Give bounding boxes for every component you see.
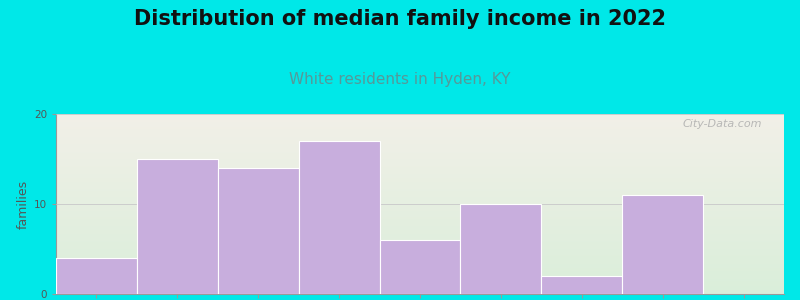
- Bar: [622, 195, 703, 294]
- Bar: [379, 240, 461, 294]
- Bar: [56, 258, 137, 294]
- Text: Distribution of median family income in 2022: Distribution of median family income in …: [134, 9, 666, 29]
- Y-axis label: families: families: [17, 179, 30, 229]
- Bar: [461, 204, 542, 294]
- Text: City-Data.com: City-Data.com: [682, 119, 762, 129]
- Bar: [218, 168, 298, 294]
- Bar: [542, 276, 622, 294]
- Bar: [298, 141, 379, 294]
- Text: White residents in Hyden, KY: White residents in Hyden, KY: [290, 72, 510, 87]
- Bar: [137, 159, 218, 294]
